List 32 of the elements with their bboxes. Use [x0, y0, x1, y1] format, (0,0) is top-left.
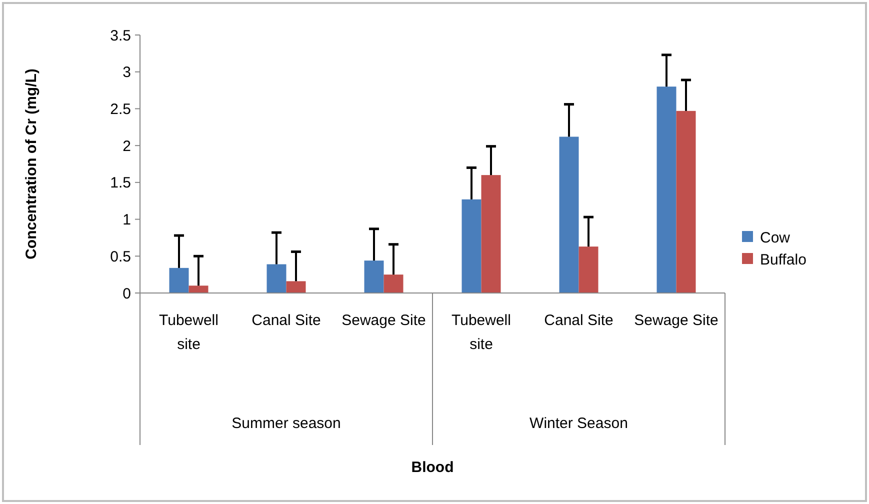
x-tick-label: Tubewell site	[452, 312, 511, 353]
bar	[462, 199, 482, 293]
bar	[286, 281, 306, 293]
y-tick-label: 0.5	[110, 248, 131, 266]
x-tick-label: Canal Site	[544, 312, 614, 329]
bar	[188, 286, 208, 293]
y-tick-label: 3	[122, 64, 131, 82]
bar	[384, 274, 404, 293]
text: Blood	[411, 459, 454, 476]
text: Winter Season	[530, 415, 628, 432]
bar	[676, 110, 696, 293]
legend-label: Cow	[760, 229, 790, 246]
x-tick-label: Canal Site	[252, 312, 321, 329]
bar	[169, 268, 189, 293]
bar	[656, 86, 676, 293]
bar	[578, 246, 598, 293]
y-tick-label: 3.5	[110, 27, 131, 44]
y-tick-label: 2	[122, 138, 131, 155]
legend-label: Buffalo	[760, 251, 806, 268]
x-tick-label: Sewage Site	[634, 312, 718, 329]
x-tick-label: Tubewell site	[159, 312, 218, 353]
y-tick-label: 2.5	[110, 100, 131, 118]
text: Summer season	[232, 415, 341, 432]
y-tick-label: 1	[122, 212, 131, 229]
bar	[481, 175, 501, 293]
y-tick-label: 1.5	[110, 174, 131, 192]
bar	[364, 260, 384, 293]
y-axis-title: Concentration of Cr (mg/L)	[23, 68, 40, 260]
x-tick-label: Sewage Site	[342, 312, 426, 329]
bar	[266, 264, 286, 293]
y-tick-label: 0	[122, 285, 131, 302]
bar	[559, 136, 579, 293]
